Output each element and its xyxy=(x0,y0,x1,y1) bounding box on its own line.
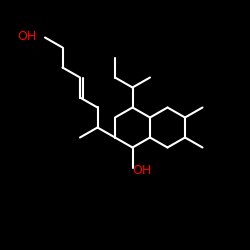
Text: OH: OH xyxy=(132,164,152,176)
Text: OH: OH xyxy=(18,30,37,43)
